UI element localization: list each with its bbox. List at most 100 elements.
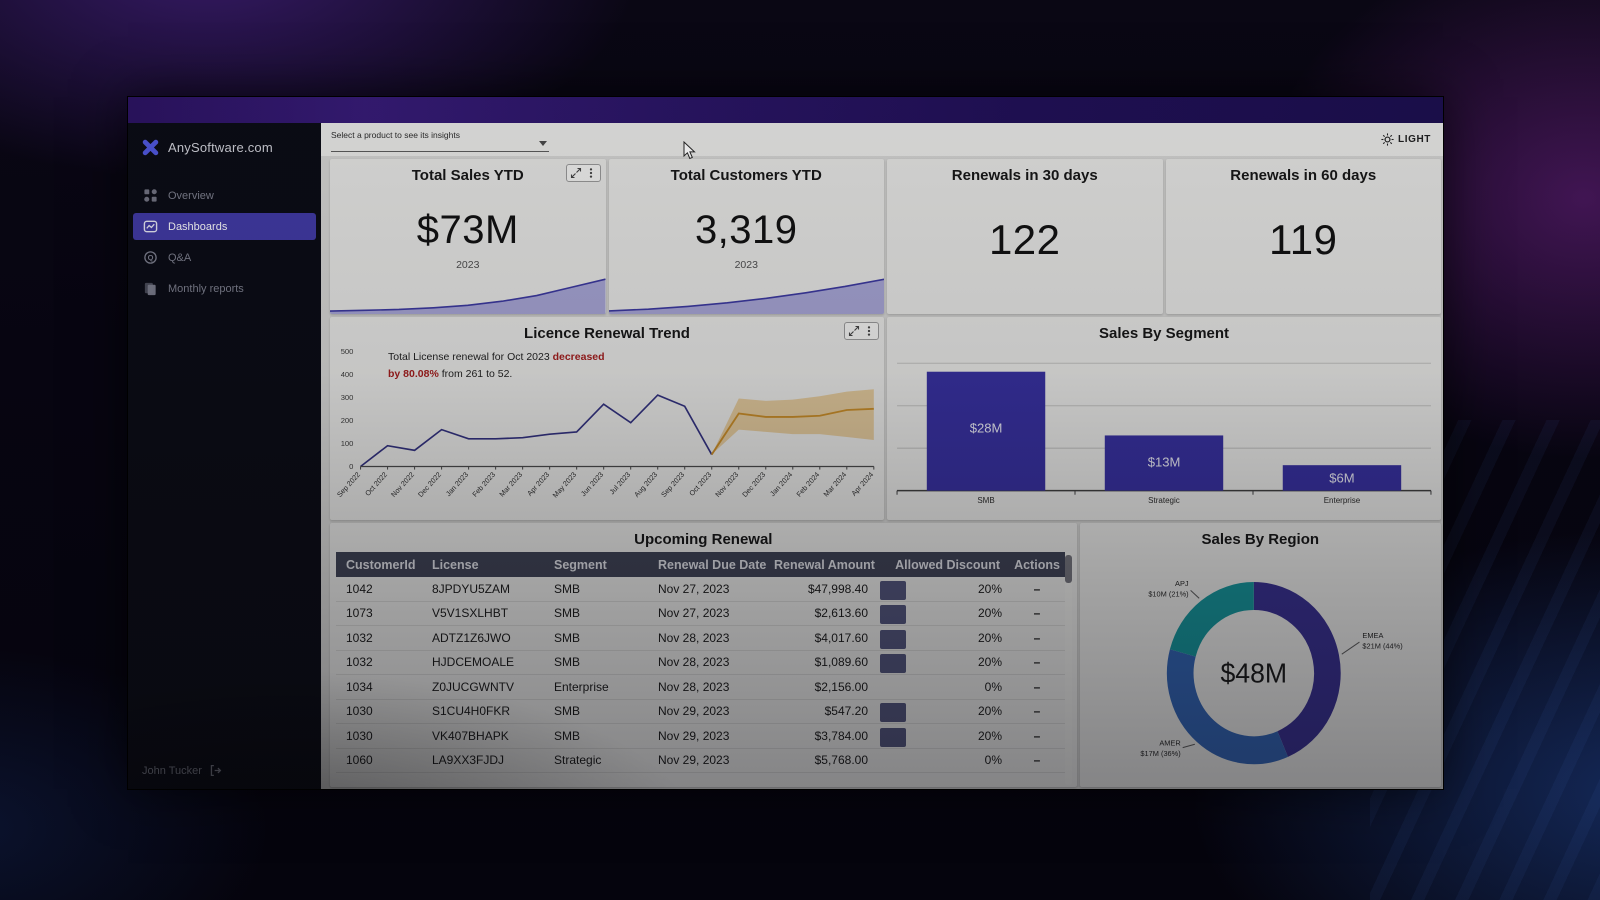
table-row[interactable]: 1042 8JPDYU5ZAM SMB Nov 27, 2023 $47,998.40 2… xyxy=(336,577,1065,602)
row-actions-button[interactable]: – xyxy=(1033,581,1041,596)
product-select[interactable]: Select a product to see its insights xyxy=(331,130,549,152)
row-actions-button[interactable]: – xyxy=(1033,655,1041,670)
row-actions-button[interactable]: – xyxy=(1033,704,1041,719)
svg-text:$21M (44%): $21M (44%) xyxy=(1362,641,1403,650)
dashboards-icon xyxy=(143,220,158,233)
table-cell: HJDCEMOALE xyxy=(432,655,515,670)
kpi-value: 119 xyxy=(1269,216,1338,263)
cell-allowed-discount: 20% xyxy=(880,651,1012,675)
column-header-renewal-due-date[interactable]: Renewal Due Date xyxy=(658,557,767,572)
dashboard-content: Total Sales YTD $73M 2023 Total Customer… xyxy=(321,156,1443,789)
theme-toggle-button[interactable]: LIGHT xyxy=(1381,133,1431,152)
trend-annotation: Total License renewal for Oct 2023 decre… xyxy=(388,351,605,380)
svg-text:Oct 2023: Oct 2023 xyxy=(688,471,713,498)
discount-bar xyxy=(880,703,906,723)
table-cell: SMB xyxy=(554,606,581,621)
sidebar-item-qa[interactable]: Q Q&A xyxy=(133,244,316,271)
svg-text:APJ: APJ xyxy=(1175,579,1189,588)
table-cell: Nov 29, 2023 xyxy=(658,728,730,743)
table-cell: Nov 28, 2023 xyxy=(658,679,730,694)
row-actions-button[interactable]: – xyxy=(1033,753,1041,768)
svg-text:Q: Q xyxy=(148,253,154,262)
table-cell: VK407BHAPK xyxy=(432,728,509,743)
app-window: AnySoftware.com Overview xyxy=(128,97,1443,789)
discount-bar xyxy=(880,654,906,674)
table-row[interactable]: 1030 VK407BHAPK SMB Nov 29, 2023 $3,784.00 20… xyxy=(336,724,1065,749)
table-row[interactable]: 1060 LA9XX3FJDJ Strategic Nov 29, 2023 $5,76… xyxy=(336,749,1065,773)
sidebar-item-monthly-reports[interactable]: Monthly reports xyxy=(133,275,316,302)
cell-renewal-amount: $2,156.00 xyxy=(814,679,868,694)
licence-renewal-trend-card: Licence Renewal Trend Total License rene… xyxy=(330,317,884,520)
discount-value: 20% xyxy=(977,704,1002,719)
column-header-segment[interactable]: Segment xyxy=(554,557,607,572)
logout-icon[interactable] xyxy=(209,764,222,777)
sales-by-region-plot: EMEA$21M (44%) AMER $17M (36%) APJ$10M (21%… xyxy=(1140,579,1403,765)
table-row[interactable]: 1034 Z0JUCGWNTV Enterprise Nov 28, 2023 $2,1… xyxy=(336,675,1065,700)
table-row[interactable]: 1030 S1CU4H0FKR SMB Nov 29, 2023 $547.20 20% – xyxy=(336,700,1065,724)
table-title: Upcoming Renewal xyxy=(634,531,773,548)
column-header-allowed-discount[interactable]: Allowed Discount xyxy=(895,557,1000,572)
chevron-down-icon xyxy=(539,141,547,146)
column-header-license[interactable]: License xyxy=(432,557,479,572)
svg-text:Jan 2024: Jan 2024 xyxy=(769,471,795,498)
svg-text:200: 200 xyxy=(341,416,354,425)
sidebar: AnySoftware.com Overview xyxy=(128,123,321,789)
column-header-actions[interactable]: Actions xyxy=(1014,557,1060,572)
svg-text:Jan 2023: Jan 2023 xyxy=(445,471,471,498)
kpi-period: 2023 xyxy=(456,259,480,271)
table-cell: 1030 xyxy=(346,728,373,743)
table-row[interactable]: 1032 HJDCEMOALE SMB Nov 28, 2023 $1,089.60 20… xyxy=(336,651,1065,675)
column-header-renewal-amount[interactable]: Renewal Amount xyxy=(774,557,875,572)
sidebar-item-label: Q&A xyxy=(168,251,192,264)
kebab-menu-icon[interactable] xyxy=(863,325,875,337)
table-row[interactable]: 1032 ADTZ1Z6JWO SMB Nov 28, 2023 $4,017.60 20… xyxy=(336,626,1065,651)
kpi-card-total-sales: Total Sales YTD $73M 2023 xyxy=(330,159,606,314)
column-header-customerid[interactable]: CustomerId xyxy=(346,557,416,572)
chart-title: Sales By Segment xyxy=(1098,325,1230,342)
kebab-menu-icon[interactable] xyxy=(585,167,597,179)
sidebar-item-label: Overview xyxy=(168,189,214,202)
svg-text:Feb 2023: Feb 2023 xyxy=(471,471,497,499)
row-actions-button[interactable]: – xyxy=(1033,679,1041,694)
table-scrollbar xyxy=(1064,553,1072,785)
discount-bar xyxy=(880,629,906,649)
kpi-card-renewals-60: Renewals in 60 days 119 xyxy=(1165,159,1441,314)
row-actions-button[interactable]: – xyxy=(1033,728,1041,743)
customers-sparkline-chart xyxy=(608,276,884,314)
row-actions-button[interactable]: – xyxy=(1033,630,1041,645)
cell-renewal-amount: $47,998.40 xyxy=(807,581,868,596)
discount-value: 20% xyxy=(977,606,1002,621)
toolbar: Select a product to see its insights xyxy=(321,123,1443,156)
svg-text:Oct 2022: Oct 2022 xyxy=(364,471,389,498)
svg-text:$48M: $48M xyxy=(1220,657,1287,689)
discount-value: 20% xyxy=(977,728,1002,743)
sidebar-item-label: Dashboards xyxy=(168,220,228,233)
cell-allowed-discount: 20% xyxy=(880,626,1012,650)
overview-icon xyxy=(144,189,157,202)
cell-allowed-discount: 20% xyxy=(880,602,1012,626)
sun-icon xyxy=(1381,133,1394,146)
cell-renewal-amount: $547.20 xyxy=(824,704,868,719)
svg-text:Sep 2022: Sep 2022 xyxy=(336,471,362,499)
qa-icon: Q xyxy=(144,251,157,264)
table-row[interactable]: 1073 V5V1SXLHBT SMB Nov 27, 2023 $2,613.60 20… xyxy=(336,602,1065,626)
cell-renewal-amount: $3,784.00 xyxy=(814,728,868,743)
table-cell: 1032 xyxy=(346,655,373,670)
expand-icon[interactable] xyxy=(570,167,582,179)
table-cell: 1030 xyxy=(346,704,373,719)
svg-text:EMEA: EMEA xyxy=(1362,631,1384,640)
card-hover-toolbar xyxy=(844,322,879,340)
kpi-title: Total Sales YTD xyxy=(411,167,524,184)
cell-allowed-discount: 20% xyxy=(880,724,1012,748)
row-actions-button[interactable]: – xyxy=(1033,606,1041,621)
sidebar-item-overview[interactable]: Overview xyxy=(133,182,316,209)
table-scrollbar-thumb[interactable] xyxy=(1064,555,1072,583)
table-cell: 8JPDYU5ZAM xyxy=(432,581,511,596)
expand-icon[interactable] xyxy=(848,325,860,337)
table-header: CustomerId License Segment Renewal Due Date… xyxy=(336,552,1065,577)
table-cell: Nov 28, 2023 xyxy=(658,655,730,670)
sidebar-item-dashboards[interactable]: Dashboards xyxy=(133,213,316,240)
discount-value: 20% xyxy=(977,630,1002,645)
kpi-title: Renewals in 60 days xyxy=(1230,167,1377,184)
table-cell: 1060 xyxy=(346,753,373,768)
